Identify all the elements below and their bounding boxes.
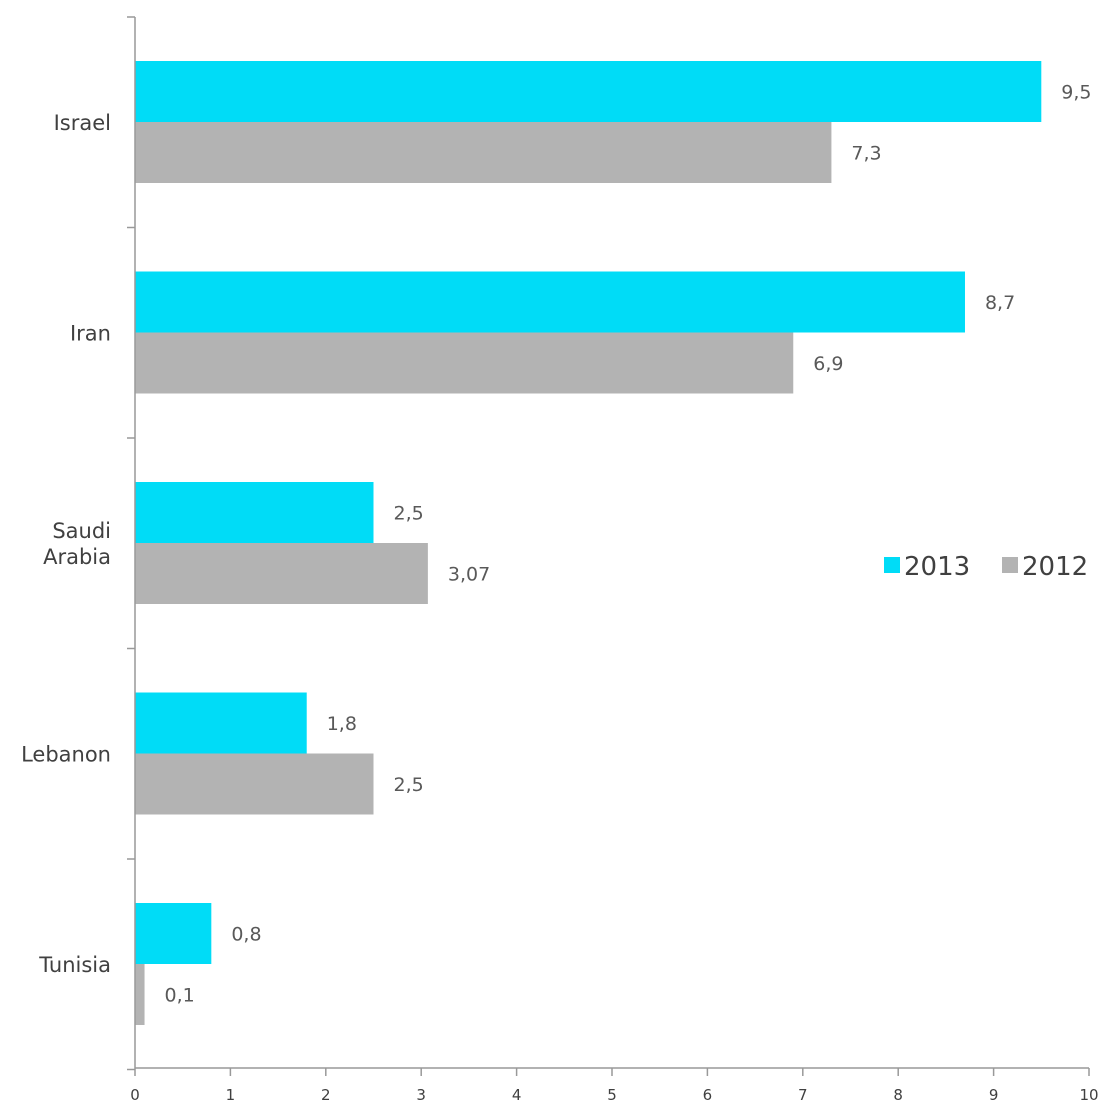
category-label: Tunisia: [38, 953, 111, 977]
category-label: Saudi: [52, 519, 111, 543]
bars-layer: [135, 61, 1042, 1025]
x-tick-label: 7: [798, 1086, 808, 1104]
data-label: 0,8: [231, 924, 261, 946]
data-label: 0,1: [165, 985, 195, 1007]
x-tick-label: 1: [226, 1086, 236, 1104]
bar-2012-israel: [135, 122, 832, 183]
bar-2012-tunisia: [135, 964, 145, 1025]
bar-2013-tunisia: [135, 903, 212, 964]
category-label: Iran: [70, 322, 111, 346]
bar-2012-lebanon: [135, 753, 374, 815]
legend: 2013 2012: [884, 552, 1088, 582]
legend-label: 2012: [1022, 552, 1088, 582]
legend-label: 2013: [904, 552, 970, 582]
bar-2012-iran: [135, 332, 794, 394]
x-tick-label: 0: [130, 1086, 140, 1104]
data-label: 2,5: [394, 503, 424, 525]
data-label: 7,3: [851, 143, 881, 165]
data-label: 1,8: [327, 713, 357, 735]
bar-2013-iran: [135, 271, 965, 333]
data-label: 3,07: [448, 564, 490, 586]
legend-swatch-2013: [884, 557, 900, 573]
labels-layer: 9,5 7,3 8,7 6,9 2,5 3,07 1,8 2,5 0,8 0,1: [165, 82, 1092, 1007]
x-tick-label: 3: [416, 1086, 426, 1104]
x-tick-label: 10: [1079, 1086, 1098, 1104]
x-tick-label: 5: [607, 1086, 617, 1104]
category-label: Lebanon: [21, 743, 111, 767]
bar-2013-israel: [135, 61, 1042, 122]
category-label: Israel: [54, 111, 111, 135]
data-label: 8,7: [985, 292, 1015, 314]
category-label: Arabia: [43, 545, 111, 569]
x-tick-label: 9: [989, 1086, 999, 1104]
x-tick-label: 2: [321, 1086, 331, 1104]
data-label: 9,5: [1061, 82, 1091, 104]
bar-2013-saudi-arabia: [135, 482, 374, 543]
x-tick-label: 6: [703, 1086, 713, 1104]
bar-2012-saudi-arabia: [135, 543, 428, 604]
data-label: 2,5: [394, 774, 424, 796]
bar-2013-lebanon: [135, 692, 307, 754]
data-label: 6,9: [813, 353, 843, 375]
x-tick-label: 4: [512, 1086, 522, 1104]
legend-swatch-2012: [1002, 557, 1018, 573]
x-tick-label: 8: [893, 1086, 903, 1104]
